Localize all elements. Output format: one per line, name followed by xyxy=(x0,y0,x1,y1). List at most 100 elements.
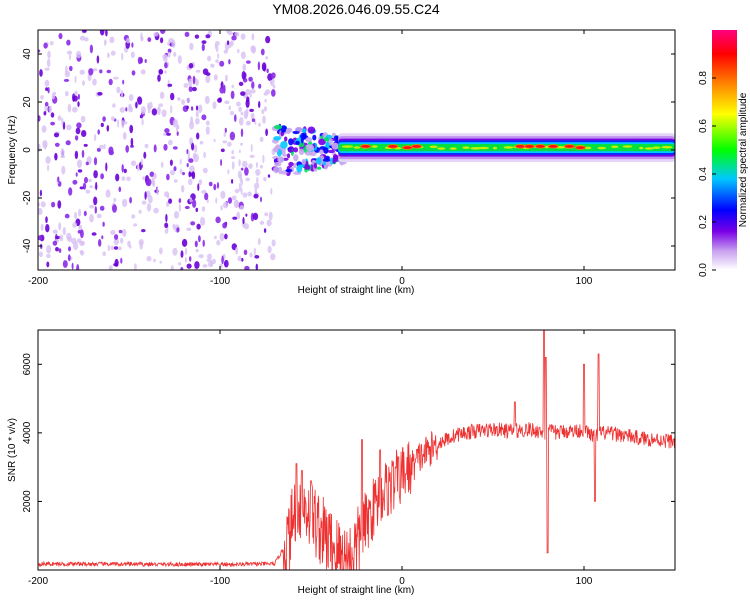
noise-speck xyxy=(125,107,128,112)
noise-speck xyxy=(84,37,89,42)
noise-speck xyxy=(95,181,98,191)
noise-speck xyxy=(111,116,115,121)
noise-speck xyxy=(59,234,64,242)
noise-speck xyxy=(178,262,182,266)
noise-speck xyxy=(44,79,50,87)
noise-speck xyxy=(47,164,50,172)
y-tick-label: 20 xyxy=(22,96,33,108)
noise-speck xyxy=(38,235,43,241)
noise-speck xyxy=(240,167,244,171)
x-tick-label: 100 xyxy=(576,576,593,587)
noise-speck xyxy=(143,151,147,159)
noise-speck xyxy=(215,44,219,53)
noise-speck xyxy=(110,50,116,56)
transition-speck xyxy=(320,135,324,140)
noise-speck xyxy=(259,136,264,143)
noise-speck xyxy=(140,69,146,75)
noise-speck xyxy=(264,212,269,217)
transition-speck xyxy=(319,149,324,155)
noise-speck xyxy=(178,198,182,203)
noise-speck xyxy=(244,167,249,176)
transition-speck xyxy=(285,128,291,135)
noise-speck xyxy=(197,183,200,191)
noise-speck xyxy=(231,35,237,41)
noise-speck xyxy=(262,115,266,124)
noise-speck xyxy=(44,67,50,71)
noise-speck xyxy=(107,52,110,59)
transition-speck xyxy=(280,141,288,149)
x-tick-label: 100 xyxy=(576,276,593,287)
noise-speck xyxy=(153,144,157,153)
noise-speck xyxy=(58,222,62,231)
noise-speck xyxy=(177,97,181,101)
noise-speck xyxy=(159,260,162,264)
x-tick-label: -100 xyxy=(210,576,230,587)
transition-speck xyxy=(328,138,333,146)
noise-speck xyxy=(79,186,84,190)
noise-speck xyxy=(233,199,240,209)
noise-speck xyxy=(208,261,214,268)
noise-speck xyxy=(57,115,62,121)
noise-speck xyxy=(98,239,102,247)
noise-speck xyxy=(158,103,164,107)
noise-speck xyxy=(109,36,115,44)
noise-speck xyxy=(253,247,256,256)
noise-speck xyxy=(225,74,228,82)
noise-speck xyxy=(204,192,209,201)
transition-speck xyxy=(316,166,322,170)
noise-speck xyxy=(72,179,78,185)
noise-speck xyxy=(147,194,153,204)
noise-speck xyxy=(251,81,255,89)
noise-speck xyxy=(264,98,267,103)
noise-speck xyxy=(223,132,226,138)
noise-speck xyxy=(160,161,164,168)
noise-speck xyxy=(129,196,133,204)
noise-speck xyxy=(238,159,241,167)
noise-speck xyxy=(184,31,190,37)
noise-speck xyxy=(76,264,80,270)
noise-speck xyxy=(254,187,258,196)
noise-speck xyxy=(257,61,261,71)
signal-core xyxy=(584,146,592,150)
transition-speck xyxy=(322,161,326,166)
noise-speck xyxy=(83,143,88,147)
noise-speck xyxy=(85,161,89,166)
colorbar-gradient xyxy=(712,30,737,270)
noise-speck xyxy=(51,92,55,100)
noise-speck xyxy=(213,183,217,191)
signal-peak xyxy=(360,144,372,149)
noise-speck xyxy=(249,252,253,258)
noise-speck xyxy=(161,109,167,118)
snr-frame xyxy=(37,329,676,571)
signal-peak xyxy=(524,144,535,149)
noise-speck xyxy=(204,95,210,105)
noise-speck xyxy=(212,101,217,110)
noise-speck xyxy=(47,87,50,94)
noise-speck xyxy=(170,105,173,114)
noise-speck xyxy=(164,62,168,69)
noise-speck xyxy=(114,234,119,240)
noise-speck xyxy=(205,120,210,126)
noise-speck xyxy=(248,76,253,82)
noise-speck xyxy=(240,51,246,60)
transition-speck xyxy=(302,131,307,138)
noise-speck xyxy=(189,165,195,173)
noise-speck xyxy=(151,108,158,116)
noise-speck xyxy=(240,91,246,96)
noise-speck xyxy=(77,101,80,107)
noise-speck xyxy=(145,178,152,187)
colorbar-label: Normalized spectral amplitude xyxy=(738,92,749,227)
noise-speck xyxy=(207,253,212,259)
noise-speck xyxy=(239,205,245,210)
transition-speck xyxy=(304,165,311,170)
noise-speck xyxy=(137,163,140,172)
noise-speck xyxy=(195,69,201,73)
noise-speck xyxy=(74,90,78,96)
noise-speck xyxy=(100,173,104,180)
noise-speck xyxy=(190,221,196,226)
noise-speck xyxy=(251,88,256,94)
noise-speck xyxy=(227,141,232,147)
noise-speck xyxy=(198,254,204,259)
noise-speck xyxy=(236,101,241,107)
colorbar-tick-label: 0.6 xyxy=(698,119,709,133)
